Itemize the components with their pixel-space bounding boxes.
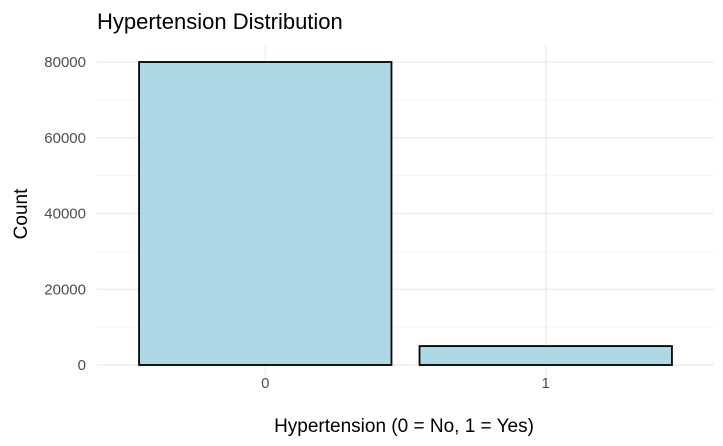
y-tick-label: 60000 — [44, 130, 86, 147]
chart-title: Hypertension Distribution — [97, 9, 343, 34]
bar-0 — [138, 61, 393, 366]
x-tick-label: 1 — [542, 375, 550, 392]
y-tick-label: 20000 — [44, 281, 86, 298]
y-axis-title: Count — [11, 188, 32, 239]
x-tick-label: 0 — [261, 375, 269, 392]
y-tick-label: 40000 — [44, 206, 86, 223]
y-axis-ticks: 0 20000 40000 60000 80000 — [44, 54, 86, 374]
y-tick-label: 0 — [78, 357, 86, 374]
bars — [138, 61, 673, 366]
bar-1 — [418, 345, 673, 366]
x-axis-title: Hypertension (0 = No, 1 = Yes) — [274, 416, 534, 437]
y-tick-label: 80000 — [44, 54, 86, 71]
